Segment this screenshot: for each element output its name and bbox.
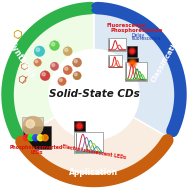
FancyBboxPatch shape: [108, 55, 122, 67]
Text: Delay: Delay: [132, 33, 145, 38]
FancyBboxPatch shape: [22, 117, 43, 135]
Circle shape: [129, 60, 136, 66]
FancyBboxPatch shape: [74, 121, 85, 131]
Circle shape: [34, 46, 45, 57]
Circle shape: [26, 120, 34, 128]
Circle shape: [73, 58, 82, 67]
Circle shape: [50, 62, 59, 70]
Text: fluorescence: fluorescence: [132, 36, 161, 41]
Circle shape: [128, 59, 137, 67]
Circle shape: [130, 49, 135, 54]
Circle shape: [28, 135, 34, 141]
FancyBboxPatch shape: [74, 132, 103, 153]
Circle shape: [58, 77, 66, 85]
Circle shape: [42, 135, 48, 141]
Circle shape: [128, 47, 136, 55]
Circle shape: [50, 41, 59, 50]
Circle shape: [36, 48, 40, 52]
Circle shape: [73, 72, 81, 80]
Circle shape: [23, 135, 29, 141]
Circle shape: [34, 59, 41, 66]
Circle shape: [59, 79, 62, 81]
FancyBboxPatch shape: [108, 38, 126, 50]
Text: Fluorescence: Fluorescence: [106, 23, 146, 28]
Circle shape: [76, 123, 82, 129]
Text: Solid-State CDs: Solid-State CDs: [49, 90, 139, 99]
Circle shape: [65, 48, 68, 51]
Circle shape: [37, 135, 43, 141]
FancyBboxPatch shape: [127, 58, 138, 68]
Circle shape: [74, 73, 77, 76]
Circle shape: [33, 135, 39, 141]
Wedge shape: [20, 94, 168, 180]
Circle shape: [52, 64, 55, 67]
Circle shape: [40, 71, 50, 81]
Circle shape: [49, 49, 139, 140]
Circle shape: [65, 67, 68, 70]
Circle shape: [63, 66, 72, 75]
Circle shape: [131, 50, 134, 53]
Text: Classification: Classification: [150, 34, 182, 83]
Wedge shape: [94, 9, 180, 137]
Circle shape: [42, 73, 45, 76]
Circle shape: [35, 60, 38, 63]
Text: Phosphorescence: Phosphorescence: [111, 28, 163, 33]
Circle shape: [131, 61, 134, 65]
Text: Application: Application: [69, 168, 119, 177]
Text: Phosphor-converted
LEDs: Phosphor-converted LEDs: [10, 145, 63, 155]
Circle shape: [63, 47, 72, 56]
Circle shape: [74, 60, 77, 63]
FancyBboxPatch shape: [23, 126, 51, 149]
Circle shape: [75, 122, 83, 130]
Text: Electroluminescent LEDs: Electroluminescent LEDs: [62, 144, 126, 160]
Circle shape: [78, 124, 81, 128]
FancyBboxPatch shape: [127, 46, 137, 57]
Circle shape: [23, 116, 43, 137]
FancyBboxPatch shape: [125, 62, 147, 81]
Text: Synthesis: Synthesis: [6, 40, 37, 80]
Wedge shape: [8, 9, 94, 137]
Circle shape: [51, 43, 55, 46]
